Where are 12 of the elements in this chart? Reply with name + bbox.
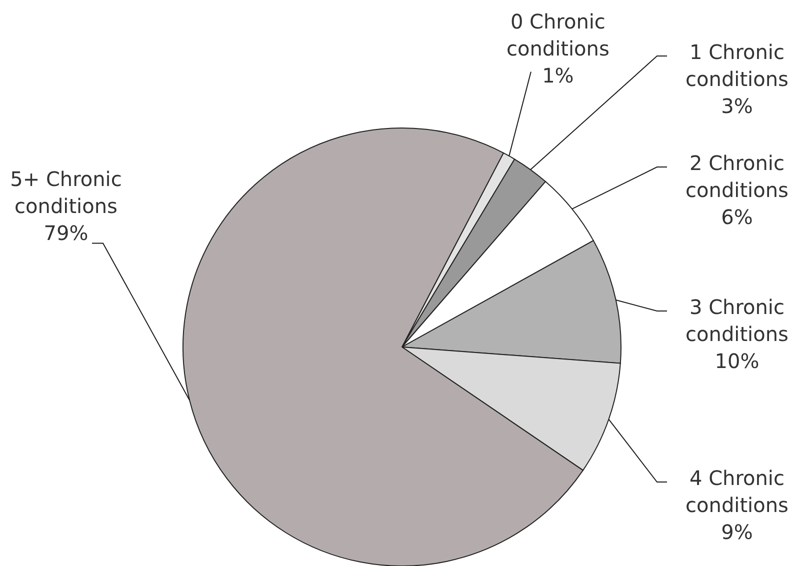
data-label: 3% bbox=[721, 94, 753, 118]
data-label: 79% bbox=[44, 221, 88, 246]
data-label: 1% bbox=[542, 64, 574, 88]
data-label: 10% bbox=[714, 349, 760, 374]
slice-label: 4 Chronic conditions bbox=[686, 466, 788, 518]
slice-label: 5+ Chronic conditions bbox=[10, 167, 122, 218]
slice-label: 3 Chronic conditions bbox=[686, 295, 788, 346]
slice-label: 0 Chronic conditions bbox=[506, 10, 610, 61]
data-label: 6% bbox=[721, 205, 753, 230]
data-label: 9% bbox=[721, 520, 753, 544]
slice-label: 2 Chronic conditions bbox=[686, 151, 788, 202]
slice-label: 1 Chronic conditions bbox=[686, 40, 788, 92]
